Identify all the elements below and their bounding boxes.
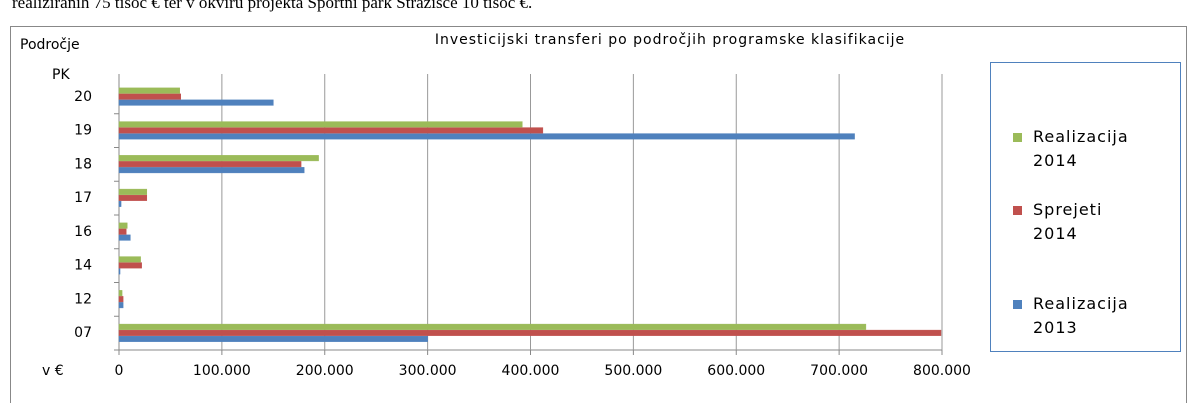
- legend-label-line: Realizacija: [1033, 127, 1129, 146]
- bar: [118, 268, 121, 275]
- bar: [118, 296, 124, 303]
- bar: [118, 222, 128, 229]
- y-tick-label: 14: [74, 258, 92, 274]
- x-tick-label: 300.000: [399, 363, 457, 379]
- bar: [118, 87, 180, 94]
- x-tick-label: 700.000: [810, 363, 868, 379]
- chart-frame: [10, 26, 1187, 403]
- legend-label: Realizacija 2014: [1033, 127, 1129, 170]
- y-tick-label: 17: [74, 190, 92, 206]
- bar: [118, 302, 124, 309]
- y-tick-label: 12: [74, 291, 92, 307]
- x-tick-label: 800.000: [913, 363, 971, 379]
- legend-label-line: Realizacija: [1033, 294, 1129, 313]
- page-text: realiziranih 75 tisoč € ter v okviru pro…: [12, 0, 532, 12]
- legend-swatch: [1013, 133, 1022, 142]
- bar: [118, 127, 544, 134]
- legend-label: Realizacija 2013: [1033, 294, 1129, 337]
- bar: [118, 228, 127, 235]
- legend-label-line: 2014: [1033, 151, 1078, 170]
- x-tick-label: 200.000: [296, 363, 354, 379]
- legend-label-line: 2013: [1033, 318, 1078, 337]
- bar: [118, 167, 305, 174]
- bar: [118, 133, 855, 140]
- legend: [990, 62, 1181, 352]
- x-tick-label: 100.000: [193, 363, 251, 379]
- y-axis-label: Področje: [20, 37, 80, 53]
- x-tick-label: 500.000: [604, 363, 662, 379]
- bar: [118, 234, 131, 241]
- bar: [118, 121, 523, 128]
- bar: [118, 93, 181, 100]
- bar: [118, 323, 867, 330]
- bar: [118, 256, 141, 263]
- bar: [118, 161, 302, 168]
- y-tick-label: 19: [74, 123, 92, 139]
- x-tick-label: 600.000: [707, 363, 765, 379]
- legend-swatch: [1013, 206, 1022, 215]
- bar: [118, 290, 123, 297]
- bar: [118, 194, 148, 201]
- legend-label: Sprejeti 2014: [1033, 200, 1102, 243]
- bar: [118, 335, 428, 342]
- bar: [118, 329, 942, 336]
- legend-label-line: Sprejeti: [1033, 200, 1102, 219]
- x-tick-label: 0: [115, 363, 124, 379]
- x-tick-label: 400.000: [502, 363, 560, 379]
- legend-label-line: 2014: [1033, 224, 1078, 243]
- bar: [118, 155, 319, 162]
- bar: [118, 262, 142, 269]
- x-axis-label: v €: [42, 363, 64, 379]
- y-axis-label: PK: [52, 67, 70, 83]
- y-tick-label: 20: [74, 89, 92, 105]
- y-tick-label: 16: [74, 224, 92, 240]
- chart-title: Investicijski transferi po področjih pro…: [435, 32, 905, 48]
- bar: [118, 188, 148, 195]
- bar: [118, 200, 122, 207]
- y-tick-label: 07: [74, 325, 92, 341]
- legend-swatch: [1013, 300, 1022, 309]
- y-tick-label: 18: [74, 156, 92, 172]
- bar: [118, 99, 274, 106]
